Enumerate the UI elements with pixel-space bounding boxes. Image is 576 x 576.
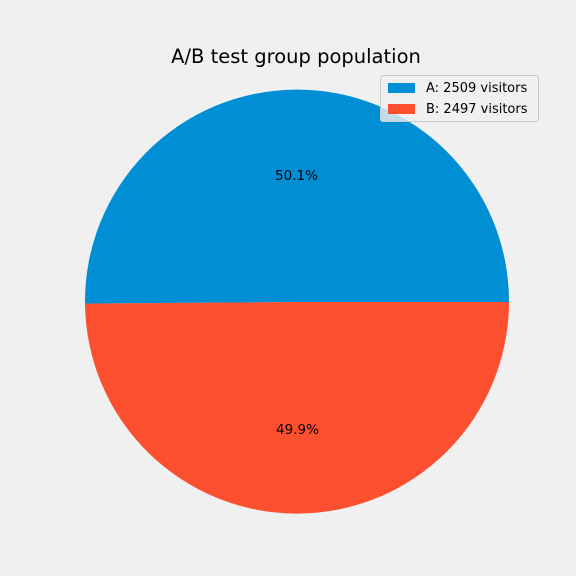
- pie-slice-b: [85, 302, 509, 514]
- legend-item-b: B: 2497 visitors: [388, 101, 528, 117]
- slice-b-percent-label: 49.9%: [276, 422, 319, 438]
- legend-label-b: B: 2497 visitors: [426, 101, 528, 117]
- chart-title: A/B test group population: [171, 45, 421, 68]
- legend-swatch-b: [388, 104, 415, 114]
- pie-slice-a: [85, 89, 510, 304]
- legend: A: 2509 visitors B: 2497 visitors: [380, 75, 539, 122]
- legend-label-a: A: 2509 visitors: [426, 80, 528, 96]
- legend-swatch-a: [388, 83, 415, 93]
- slice-a-percent-label: 50.1%: [275, 168, 318, 184]
- legend-item-a: A: 2509 visitors: [388, 80, 527, 96]
